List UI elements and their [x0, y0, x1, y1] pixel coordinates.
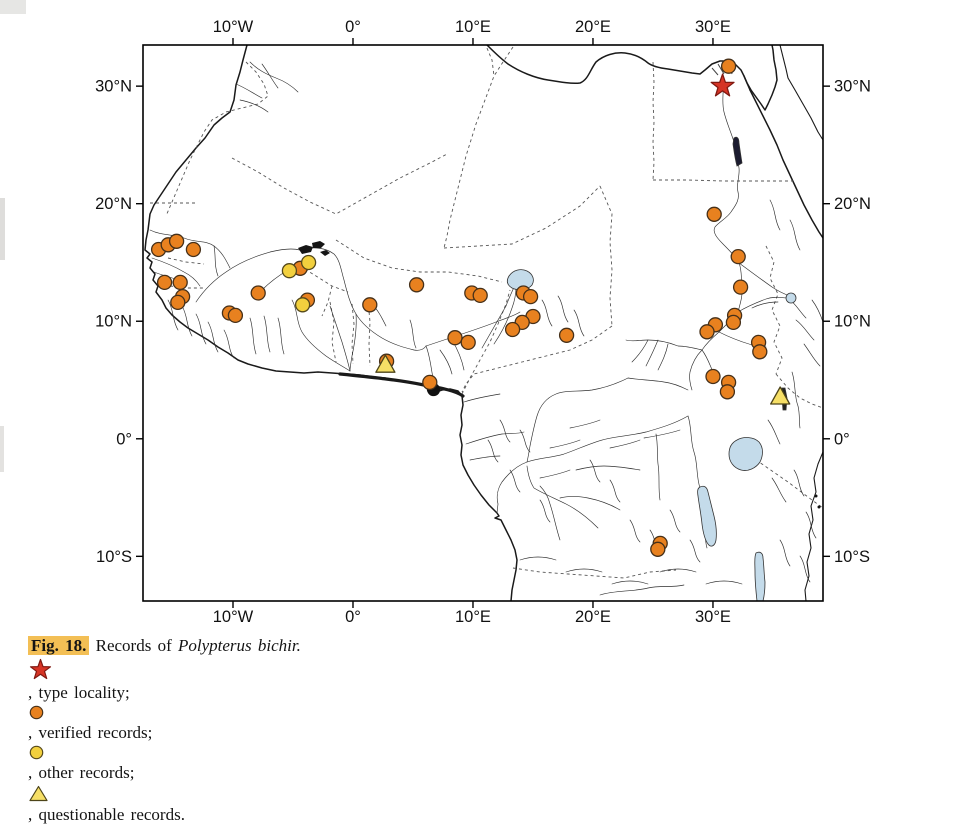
marker-other-record [300, 254, 317, 271]
marker-verified-record [732, 279, 749, 295]
top-axis-label: 10°E [455, 18, 491, 36]
marker-verified-record [650, 541, 666, 557]
lake-nasser [732, 136, 743, 167]
left-axis-label: 10°S [96, 548, 132, 566]
right-axis-label: 0° [834, 430, 850, 448]
island-speck [814, 494, 818, 498]
marker-verified-record [227, 307, 244, 324]
africa-distribution-map: 10°W 10°W 0° 0° 10°E 10°E 20°E 20°E 30°E 30°E 30°N… [95, 18, 871, 626]
marker-verified-record [156, 274, 173, 291]
right-axis-label: 30°N [834, 78, 871, 96]
country-borders [150, 46, 823, 579]
marker-verified-record [460, 334, 476, 351]
marker-verified-record [422, 374, 438, 391]
left-axis-label: 30°N [95, 78, 132, 96]
marker-verified-record [719, 384, 736, 400]
marker-verified-record [730, 248, 746, 265]
axis-ticks-and-labels: 10°W 10°W 0° 0° 10°E 10°E 20°E 20°E 30°E 30°E 30°N… [95, 18, 871, 626]
marker-verified-record [447, 330, 463, 346]
top-axis-label: 10°W [213, 18, 254, 36]
marker-other-record [294, 297, 311, 313]
marker-verified-record [250, 285, 266, 301]
marker-questionable-record [770, 386, 791, 405]
marker-verified-record [699, 324, 715, 340]
marker-other-record [281, 263, 298, 279]
map-markers [150, 58, 791, 557]
top-axis-label: 20°E [575, 18, 611, 36]
right-axis-label: 10°S [834, 548, 870, 566]
island-speck [817, 505, 821, 509]
lakes [298, 62, 821, 601]
bottom-axis-label: 0° [345, 608, 361, 626]
marker-verified-record [705, 368, 721, 385]
marker-verified-record [472, 287, 488, 304]
bottom-axis-label: 20°E [575, 608, 611, 626]
caption-records-of: Records of [95, 636, 172, 655]
top-axis-label: 30°E [695, 18, 731, 36]
marker-questionable-record [375, 354, 396, 373]
marker-verified-record [168, 233, 185, 249]
scan-artifact [0, 426, 4, 472]
marker-type-locality-star [710, 73, 735, 97]
marker-verified-record [706, 206, 722, 222]
marker-verified-record [720, 58, 737, 74]
figure-caption: Fig. 18. Records of Polypterus bichir. ,… [28, 633, 933, 827]
top-axis-label: 0° [345, 18, 361, 36]
distribution-map-figure: 10°W 10°W 0° 0° 10°E 10°E 20°E 20°E 30°E 30°E 30°N… [95, 18, 871, 626]
niger-inland-delta-marsh [312, 241, 325, 248]
marker-verified-record [408, 277, 425, 293]
lake-chad [506, 269, 534, 291]
rivers [149, 61, 823, 596]
map-frame [142, 44, 824, 602]
right-axis-label: 10°N [834, 313, 871, 331]
figure-label: Fig. 18. [28, 636, 90, 655]
marker-verified-record [172, 274, 188, 291]
map-content [144, 45, 823, 601]
lake-malawi [754, 551, 766, 601]
marker-verified-record [522, 288, 539, 305]
scan-artifact [0, 0, 26, 14]
scan-artifact [0, 198, 5, 260]
marker-verified-record [185, 241, 202, 258]
verified-record-circle-icon [29, 705, 44, 720]
bottom-axis-label: 30°E [695, 608, 731, 626]
left-axis-label: 0° [116, 430, 132, 448]
left-axis-label: 10°N [95, 313, 132, 331]
niger-inland-delta-marsh [320, 250, 330, 256]
caption-species-name: Polypterus bichir. [177, 636, 301, 655]
caption-questionable: , questionable records. [28, 805, 185, 824]
bottom-axis-label: 10°E [455, 608, 491, 626]
questionable-record-triangle-icon [29, 785, 48, 802]
right-axis-label: 20°N [834, 195, 871, 213]
bottom-axis-label: 10°W [213, 608, 254, 626]
left-axis-label: 20°N [95, 195, 132, 213]
marker-verified-record [504, 321, 521, 338]
lake-tanganyika [697, 485, 717, 547]
type-locality-star-icon [29, 658, 52, 680]
lake-victoria [728, 437, 763, 471]
caption-other: , other records; [28, 763, 135, 782]
marker-verified-record [170, 294, 186, 311]
other-record-circle-icon [29, 745, 44, 760]
marker-verified-record [558, 327, 575, 343]
niger-inland-delta-marsh [298, 245, 313, 254]
lake-tana [785, 292, 797, 304]
caption-verified: , verified records; [28, 723, 153, 742]
marker-verified-record [362, 297, 378, 313]
marker-verified-record [725, 314, 742, 331]
marker-verified-record [752, 344, 768, 360]
